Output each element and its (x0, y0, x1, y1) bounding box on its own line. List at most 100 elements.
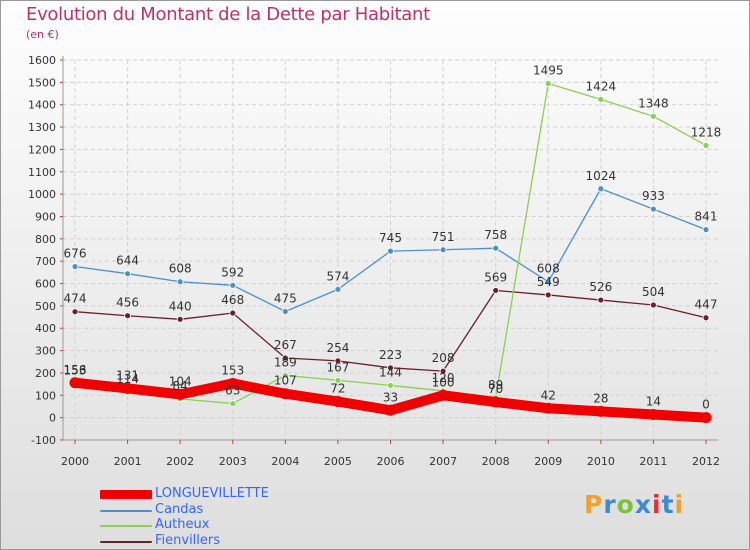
data-point-longuevillette (174, 388, 186, 400)
data-label-longuevillette: 156 (64, 363, 87, 377)
x-tick-label: 2012 (692, 455, 720, 468)
data-label-fienvillers: 440 (169, 299, 192, 313)
y-tick-label: 1100 (28, 166, 56, 179)
x-tick-label: 2000 (61, 455, 89, 468)
data-point-fienvillers (176, 315, 184, 323)
data-label-fienvillers: 549 (537, 275, 560, 289)
data-label-autheux: 144 (379, 365, 402, 379)
y-tick-label: 1000 (28, 188, 56, 201)
data-label-fienvillers: 254 (326, 341, 349, 355)
data-point-candas (597, 185, 605, 193)
legend-swatch (100, 490, 152, 499)
legend-label: Candas (155, 501, 204, 517)
legend-swatch (100, 540, 152, 543)
data-point-longuevillette (385, 404, 396, 416)
data-point-fienvillers (597, 296, 605, 304)
data-label-autheux: 167 (326, 360, 349, 374)
data-label-candas: 841 (695, 210, 718, 224)
data-label-longuevillette: 28 (593, 391, 608, 405)
y-tick-label: 0 (49, 412, 56, 425)
data-point-fienvillers (124, 312, 131, 320)
data-label-candas: 1024 (586, 169, 617, 183)
legend-label: Autheux (155, 517, 210, 532)
y-tick-label: 200 (35, 367, 56, 380)
data-label-autheux: 120 (432, 371, 455, 385)
data-label-candas: 933 (642, 189, 665, 203)
logo-letter: i (652, 490, 662, 519)
data-label-fienvillers: 569 (484, 270, 507, 284)
data-label-fienvillers: 447 (695, 298, 718, 312)
logo-letter: P (584, 490, 604, 519)
data-label-longuevillette: 107 (274, 374, 297, 388)
data-point-autheux (334, 376, 342, 384)
data-point-candas (702, 226, 710, 234)
logo-letter: i (674, 490, 685, 519)
data-label-fienvillers: 223 (379, 348, 402, 362)
data-labels: 474 456 440 468 267 254 223 208 569 549 526 504 447 6… (64, 63, 722, 411)
data-label-autheux: 153 (64, 363, 87, 377)
logo-letter: r (603, 490, 617, 519)
data-point-fienvillers (334, 357, 342, 365)
x-tick-label: 2007 (429, 455, 457, 468)
data-point-longuevillette (122, 382, 134, 394)
logo-letter: t (661, 490, 675, 519)
data-label-longuevillette: 70 (488, 382, 503, 396)
data-label-candas: 745 (379, 231, 402, 245)
data-label-fienvillers: 526 (589, 280, 612, 294)
data-point-autheux (702, 141, 710, 149)
data-point-candas (387, 247, 394, 255)
data-label-autheux: 114 (116, 372, 139, 386)
data-point-longuevillette (542, 402, 554, 414)
y-tick-label: 100 (35, 389, 56, 402)
data-label-longuevillette: 33 (383, 390, 398, 404)
y-tick-label: 600 (35, 278, 56, 291)
x-tick-label: 2001 (114, 455, 142, 468)
data-point-candas (492, 244, 500, 252)
data-point-longuevillette (437, 389, 449, 401)
x-tick-label: 2005 (324, 455, 352, 468)
data-point-fienvillers (492, 287, 500, 294)
data-label-longuevillette: 14 (646, 395, 661, 409)
data-point-longuevillette (595, 405, 607, 417)
data-label-candas: 676 (64, 247, 87, 261)
data-label-autheux: 1424 (586, 79, 617, 93)
data-label-autheux: 1348 (638, 96, 669, 110)
data-point-fienvillers (702, 314, 710, 322)
data-label-autheux: 89 (488, 378, 503, 392)
legend-label: LONGUEVILLETTE (155, 486, 269, 501)
data-point-fienvillers (544, 291, 552, 299)
y-tick-label: 1300 (28, 121, 56, 134)
data-label-fienvillers: 468 (221, 293, 244, 307)
data-label-longuevillette: 72 (330, 382, 345, 396)
data-point-autheux (650, 112, 657, 120)
legend-label: Fienvillers (155, 532, 221, 548)
y-tick-label: 800 (35, 233, 56, 246)
legend-swatch (100, 509, 152, 512)
data-label-fienvillers: 208 (432, 351, 455, 365)
data-point-fienvillers (387, 364, 394, 372)
data-label-candas: 608 (169, 262, 192, 276)
x-tick-label: 2009 (534, 455, 562, 468)
data-point-longuevillette (332, 396, 344, 408)
data-label-longuevillette: 104 (169, 374, 192, 388)
data-point-fienvillers (650, 301, 657, 309)
data-point-longuevillette (647, 409, 659, 421)
x-tick-label: 2010 (587, 455, 615, 468)
x-tick-label: 2006 (377, 455, 405, 468)
data-point-longuevillette (227, 377, 239, 389)
data-label-fienvillers: 504 (642, 285, 665, 299)
data-label-candas: 592 (221, 265, 244, 279)
y-tick-label: 1500 (28, 76, 56, 89)
y-tick-label: 900 (35, 210, 56, 223)
data-label-longuevillette: 0 (702, 398, 710, 412)
data-point-candas (650, 205, 657, 213)
data-label-candas: 644 (116, 254, 139, 268)
y-tick-label: 700 (35, 255, 56, 268)
data-point-candas (281, 308, 289, 315)
data-point-fienvillers (281, 354, 289, 362)
data-point-candas (439, 246, 447, 254)
data-point-autheux (281, 371, 289, 379)
logo-letter: x (634, 490, 652, 519)
data-point-autheux (597, 95, 605, 103)
